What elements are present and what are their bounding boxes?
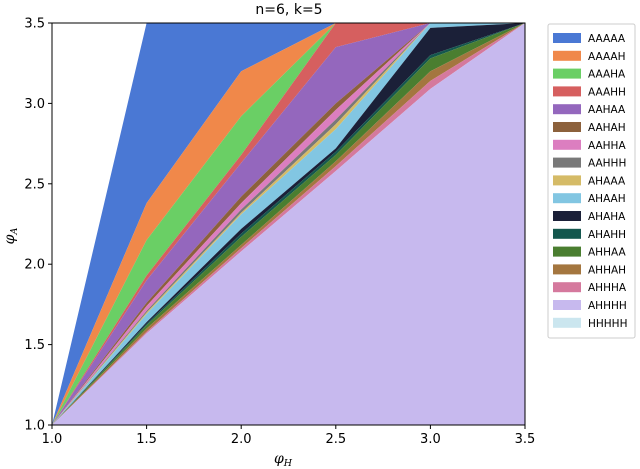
legend-label-aaaha: AAAHA xyxy=(588,69,626,81)
legend-label-hhhhh: HHHHH xyxy=(588,318,627,330)
chart-title: n=6, k=5 xyxy=(255,2,322,18)
y-tick-label: 2.0 xyxy=(24,258,45,273)
y-tick-label: 3.5 xyxy=(24,17,45,32)
legend: AAAAA AAAAH AAAHA AAAHH AAHAA AAHAH AAHHA AAHHH… xyxy=(547,23,636,339)
legend-swatch-aaaha xyxy=(553,68,581,79)
legend-label-aaaah: AAAAH xyxy=(588,51,626,63)
x-tick-label: 2.5 xyxy=(325,432,346,447)
x-axis-label-symbol: φ xyxy=(274,451,284,467)
legend-label-ahhha: AHHHA xyxy=(588,282,627,294)
legend-label-ahhhh: AHHHH xyxy=(588,300,627,312)
legend-label-ahahh: AHAHH xyxy=(588,229,626,241)
legend-label-aahha: AAHHA xyxy=(588,140,626,152)
legend-label-aahah: AAHAH xyxy=(588,122,626,134)
area-aaaaa xyxy=(52,23,525,425)
legend-swatch-aahaa xyxy=(553,104,581,115)
y-axis-label-symbol: φ xyxy=(2,234,18,244)
x-axis-label: φH xyxy=(274,451,293,469)
legend-swatch-aahha xyxy=(553,139,581,150)
x-axis: 1.0 1.5 2.0 2.5 3.0 3.5 xyxy=(42,425,536,447)
area-aaahh xyxy=(52,23,525,425)
legend-swatch-ahhah xyxy=(553,264,581,275)
legend-swatch-aaaaa xyxy=(553,33,581,43)
x-tick-label: 2.0 xyxy=(231,432,252,447)
y-axis-label: φA xyxy=(2,228,20,245)
legend-swatch-aahhh xyxy=(553,157,581,168)
x-tick-label: 3.5 xyxy=(515,432,536,447)
plot-frame xyxy=(51,22,526,426)
legend-swatch-hhhhh xyxy=(553,317,581,328)
legend-swatch-ahaha xyxy=(553,211,581,221)
plot-areas xyxy=(52,23,525,425)
x-axis-label-subscript: H xyxy=(283,458,293,469)
legend-swatch-ahhhh xyxy=(553,300,581,310)
legend-swatch-aaahh xyxy=(553,86,581,97)
legend-label-aahhh: AAHHH xyxy=(588,158,626,170)
legend-swatch-aahah xyxy=(553,122,581,132)
legend-swatch-ahaaa xyxy=(553,175,581,186)
y-tick-label: 2.5 xyxy=(24,177,45,192)
legend-label-aaahh: AAAHH xyxy=(588,86,626,98)
legend-swatch-ahhha xyxy=(553,282,581,293)
legend-label-ahhah: AHHAH xyxy=(588,264,626,276)
legend-label-aahaa: AAHAA xyxy=(588,104,626,116)
y-tick-label: 1.5 xyxy=(24,338,45,353)
y-axis: 1.0 1.5 2.0 2.5 3.0 3.5 xyxy=(24,17,52,434)
legend-swatch-ahhaa xyxy=(553,246,581,257)
legend-label-ahaha: AHAHA xyxy=(588,211,626,223)
legend-label-aaaaa: AAAAA xyxy=(588,33,626,45)
y-axis-label-subscript: A xyxy=(9,228,20,236)
legend-label-ahaah: AHAAH xyxy=(588,193,626,205)
x-tick-label: 1.5 xyxy=(136,432,157,447)
y-tick-label: 3.0 xyxy=(24,97,45,112)
legend-swatch-ahaah xyxy=(553,193,581,204)
legend-frame xyxy=(547,23,636,339)
x-tick-label: 1.0 xyxy=(42,432,63,447)
legend-swatch-ahahh xyxy=(553,228,581,239)
legend-label-ahhaa: AHHAA xyxy=(588,247,626,259)
x-tick-label: 3.0 xyxy=(420,432,441,447)
legend-swatch-aaaah xyxy=(553,50,581,61)
area-aaaah xyxy=(52,23,525,425)
y-tick-label: 1.0 xyxy=(24,419,45,434)
area-ahhhh xyxy=(52,23,525,425)
legend-label-ahaaa: AHAAA xyxy=(588,175,626,187)
